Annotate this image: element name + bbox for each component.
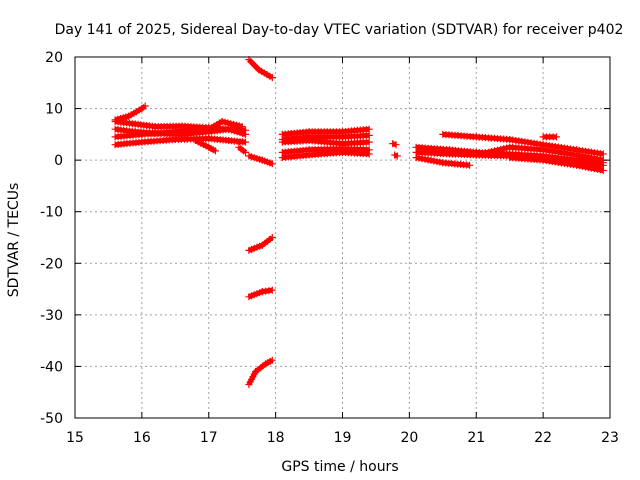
data-point: [268, 356, 276, 364]
y-tick-label: 20: [45, 50, 63, 66]
tick-layer: 15 16 17 18 19 20 21 22 23 20 10 0 -10 -20 -30 -40 -50: [40, 50, 619, 446]
data-track: [506, 154, 607, 174]
data-point: [478, 150, 486, 158]
data-point: [365, 138, 373, 146]
y-tick-label: 10: [45, 102, 63, 118]
y-tick-label: -20: [40, 256, 63, 272]
data-point: [242, 130, 249, 138]
data-point: [472, 151, 480, 159]
data-point: [599, 167, 607, 174]
y-tick-label: 0: [54, 153, 63, 169]
data-point: [242, 138, 249, 146]
data-track-line: [237, 145, 248, 155]
x-tick-label: 21: [467, 430, 485, 446]
data-point: [365, 150, 373, 158]
y-tick-label: -40: [40, 359, 63, 375]
x-tick-label: 16: [133, 430, 151, 446]
data-track: [412, 154, 474, 169]
data-track: [245, 286, 276, 301]
data-point: [268, 74, 276, 82]
data-track: [111, 135, 249, 149]
data-track: [245, 152, 276, 168]
x-tick-label: 18: [267, 430, 285, 446]
data-track: [539, 133, 560, 141]
y-tick-label: -30: [40, 308, 63, 324]
data-track: [111, 118, 246, 141]
x-tick-label: 17: [200, 430, 218, 446]
data-track: [389, 140, 400, 149]
data-track: [245, 356, 276, 388]
data-point: [503, 144, 511, 152]
data-point: [491, 147, 498, 155]
x-tick-label: 23: [601, 430, 619, 446]
data-point: [141, 102, 149, 110]
data-point: [497, 145, 505, 153]
data-track: [472, 143, 607, 164]
data-track: [278, 148, 373, 162]
data-point: [393, 152, 401, 160]
data-point: [494, 146, 501, 154]
data-track: [191, 137, 219, 155]
x-tick-label: 19: [334, 430, 352, 446]
data-point: [475, 150, 483, 158]
x-tick-label: 15: [66, 430, 84, 446]
data-point: [500, 145, 508, 153]
data-track: [439, 130, 607, 158]
x-tick-label: 20: [400, 430, 418, 446]
chart-title: Day 141 of 2025, Sidereal Day-to-day VTE…: [55, 22, 624, 38]
data-track: [391, 151, 401, 160]
data-point: [487, 148, 495, 155]
data-point: [389, 140, 397, 148]
data-point: [484, 148, 492, 156]
data-point: [365, 131, 373, 139]
data-track: [245, 234, 276, 254]
data-point: [242, 148, 249, 156]
data-point: [553, 133, 560, 141]
data-point: [268, 286, 276, 294]
data-point: [481, 149, 489, 157]
data-point: [268, 160, 276, 168]
x-axis-label: GPS time / hours: [281, 459, 398, 475]
data-track: [245, 56, 276, 82]
y-tick-label: -10: [40, 205, 63, 221]
data-point: [599, 150, 607, 158]
grid-layer: [75, 57, 610, 418]
y-tick-label: -50: [40, 411, 63, 427]
data-point: [211, 147, 219, 155]
x-tick-label: 22: [534, 430, 552, 446]
y-axis-label: SDTVAR / TECUs: [6, 183, 22, 298]
data-point: [466, 161, 474, 169]
data-track: [235, 143, 249, 156]
data-layer: [111, 56, 607, 388]
data-track: [278, 137, 373, 148]
data-point: [392, 141, 400, 149]
data-point: [238, 123, 246, 131]
data-point: [365, 125, 373, 133]
data-point: [268, 234, 276, 241]
